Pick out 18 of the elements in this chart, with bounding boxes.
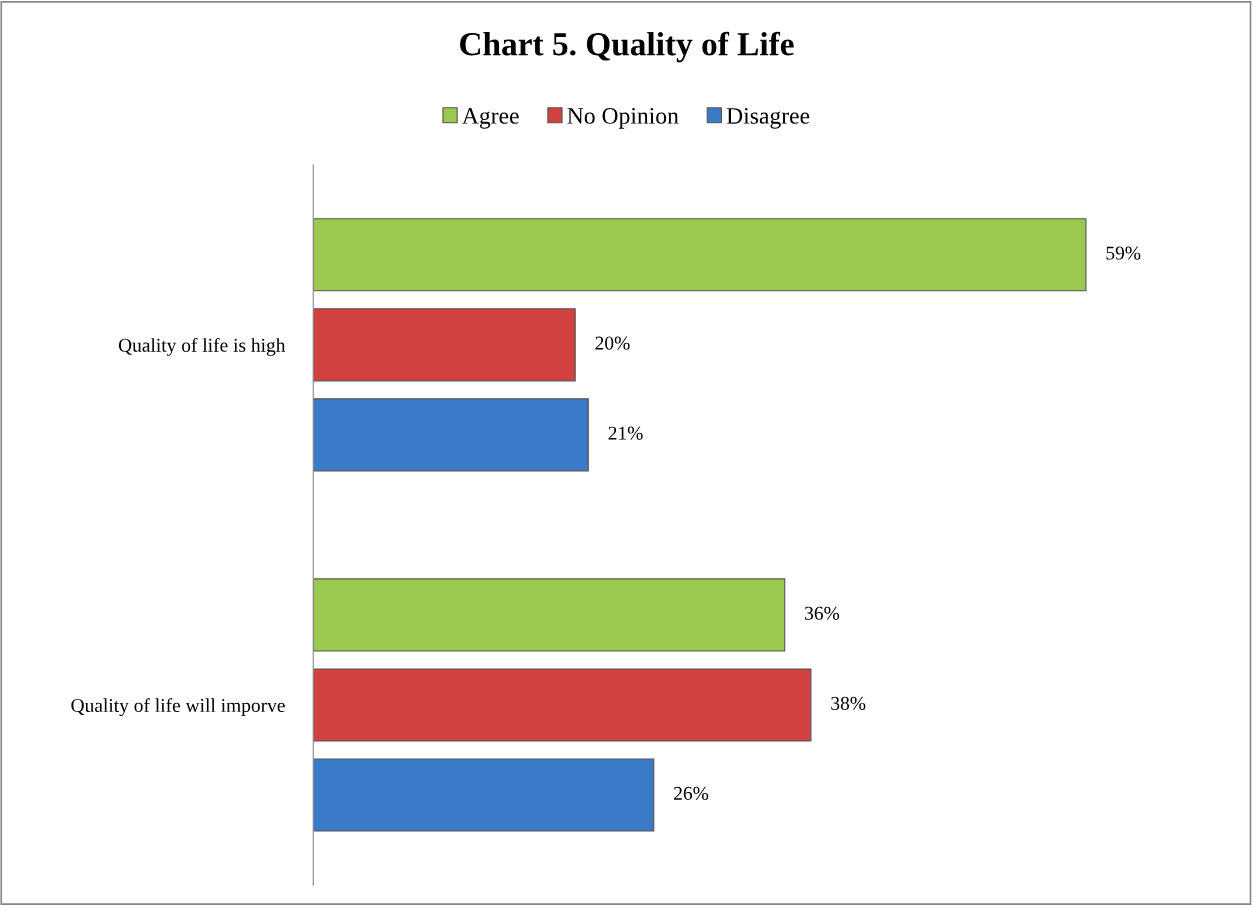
data-label: 38%: [831, 696, 866, 710]
bar: [313, 398, 589, 472]
y-tick-label: Quality of life is high: [118, 337, 286, 356]
data-label: 26%: [674, 786, 709, 800]
legend-label: Disagree: [726, 107, 810, 129]
y-tick-label: Quality of life will imporve: [71, 698, 285, 717]
chart-title: Chart 5. Quality of Life: [460, 31, 794, 63]
legend-label: Agree: [462, 108, 519, 129]
data-label: 36%: [805, 606, 840, 620]
bar: [313, 758, 655, 832]
data-label: 21%: [608, 426, 643, 440]
data-label: 59%: [1106, 246, 1141, 260]
data-label: 20%: [595, 336, 630, 350]
bar: [313, 668, 812, 742]
bar: [313, 578, 786, 652]
bar: [313, 218, 1087, 292]
legend-label: No Opinion: [567, 107, 679, 129]
bar: [313, 308, 576, 382]
